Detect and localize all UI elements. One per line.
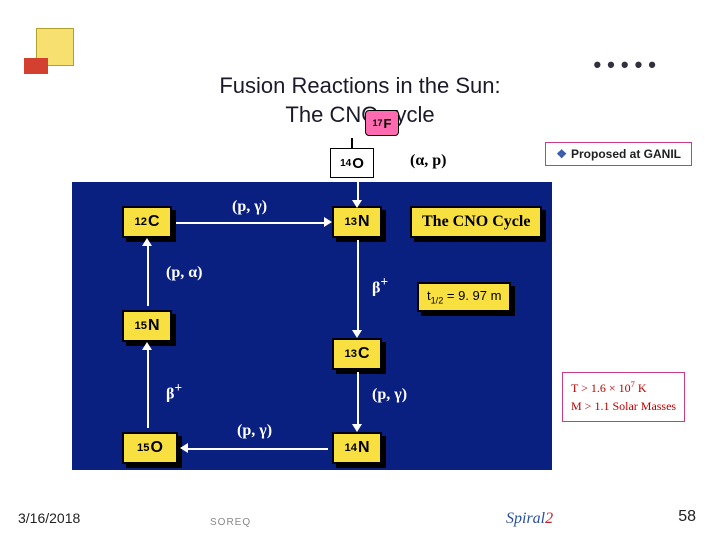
label-p-alpha: (p, α) (166, 264, 202, 282)
halflife-box: t1/2 = 9. 97 m (417, 282, 511, 312)
arrowhead-14o-13n (352, 200, 362, 208)
label-p-gamma-top: (p, γ) (232, 198, 267, 216)
spiral-two: 2 (545, 510, 553, 527)
slide-number: 58 (678, 508, 696, 526)
arrow-12c-13n (176, 222, 324, 224)
cond-temperature: T > 1.6 × 107 K (571, 379, 676, 397)
arrow-15n-12c (147, 244, 149, 306)
cond-mass: M > 1.1 Solar Masses (571, 397, 676, 415)
arrowhead-15o-15n (142, 342, 152, 350)
proposed-text: Proposed at GANIL (571, 147, 681, 161)
diamond-bullet-icon: ❖ (556, 147, 567, 161)
proposed-callout: ❖ Proposed at GANIL (545, 142, 692, 166)
node-17f: 17F (365, 110, 399, 136)
title-line1: Fusion Reactions in the Sun: (219, 73, 500, 98)
arrow-14o-13n (357, 182, 359, 202)
arrowhead-12c-13n (324, 217, 332, 227)
footer-logo-spiral2: Spiral2 (506, 510, 553, 528)
slide: ••••• Fusion Reactions in the Sun: The C… (0, 0, 720, 540)
cno-cycle-title: The CNO Cycle (410, 206, 542, 238)
arrow-14n-15o (188, 448, 328, 450)
label-p-gamma-r: (p, γ) (372, 386, 407, 404)
node-14n: 14N (332, 432, 382, 464)
spiral-text: Spiral (506, 510, 545, 527)
page-title: Fusion Reactions in the Sun: The CNO cyc… (0, 72, 720, 129)
arrow-13n-13c (357, 240, 359, 330)
node-13n: 13N (332, 206, 382, 238)
conditions-box: T > 1.6 × 107 K M > 1.1 Solar Masses (562, 372, 685, 422)
label-alpha-p: (α, p) (410, 152, 446, 170)
node-15n: 15N (122, 310, 172, 342)
footer-date: 3/16/2018 (18, 510, 80, 526)
arrowhead-15n-12c (142, 238, 152, 246)
node-14o: 14O (330, 148, 374, 178)
node-15o: 15O (122, 432, 178, 464)
arrowhead-14n-15o (180, 443, 188, 453)
arrow-15o-15n (147, 348, 149, 428)
node-13c: 13C (332, 338, 382, 370)
cno-diagram: 12C 13N 13C 14N 15N 15O The CNO Cycle t1… (72, 182, 552, 470)
footer-logo-soreq: SOREQ (210, 517, 251, 528)
arrowhead-13c-14n (352, 424, 362, 432)
title-line2: The CNO cycle (285, 102, 434, 127)
label-beta-plus-l: β+ (166, 380, 182, 403)
node-12c: 12C (122, 206, 172, 238)
label-p-gamma-bottom: (p, γ) (237, 422, 272, 440)
arrowhead-13n-13c (352, 330, 362, 338)
arrow-13c-14n (357, 372, 359, 424)
label-beta-plus-r: β+ (372, 274, 388, 297)
